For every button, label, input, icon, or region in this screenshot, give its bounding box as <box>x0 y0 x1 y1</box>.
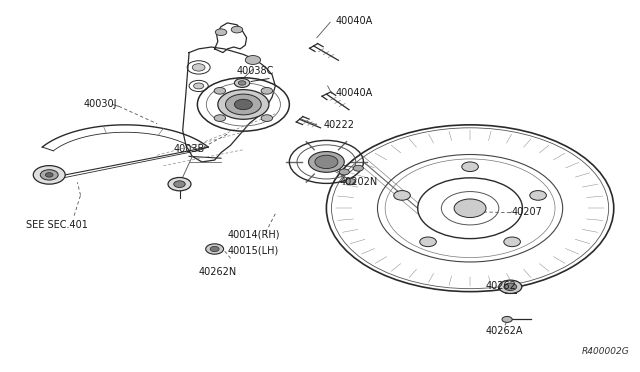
Circle shape <box>504 237 520 247</box>
Circle shape <box>33 166 65 184</box>
Circle shape <box>245 55 260 64</box>
Text: 40015(LH): 40015(LH) <box>227 246 278 256</box>
Circle shape <box>394 190 410 200</box>
Circle shape <box>214 115 226 121</box>
Circle shape <box>530 190 547 200</box>
Circle shape <box>420 237 436 247</box>
Circle shape <box>40 170 58 180</box>
Circle shape <box>261 115 273 121</box>
Text: 4003B: 4003B <box>173 144 204 154</box>
Circle shape <box>315 155 338 169</box>
Circle shape <box>346 179 356 185</box>
Circle shape <box>168 177 191 191</box>
Text: 40262N: 40262N <box>198 267 237 277</box>
Text: 40207: 40207 <box>511 207 543 217</box>
Text: SEE SEC.401: SEE SEC.401 <box>26 220 88 230</box>
Text: 40262: 40262 <box>486 281 517 291</box>
Circle shape <box>225 94 261 115</box>
Circle shape <box>192 64 205 71</box>
Text: 40030J: 40030J <box>84 99 117 109</box>
Text: 40040A: 40040A <box>336 16 373 26</box>
Text: 40202N: 40202N <box>339 177 378 187</box>
Circle shape <box>210 246 219 251</box>
Text: 40222: 40222 <box>323 120 354 130</box>
Circle shape <box>339 169 349 175</box>
Circle shape <box>308 151 344 172</box>
Text: 40262A: 40262A <box>486 326 524 336</box>
Text: 40038C: 40038C <box>237 66 275 76</box>
Circle shape <box>353 165 364 171</box>
Text: 40014(RH): 40014(RH) <box>227 230 280 240</box>
Circle shape <box>504 283 516 291</box>
Circle shape <box>193 83 204 89</box>
Circle shape <box>261 87 273 94</box>
Circle shape <box>218 90 269 119</box>
Circle shape <box>205 244 223 254</box>
Text: R400002G: R400002G <box>582 347 630 356</box>
Circle shape <box>214 87 226 94</box>
Circle shape <box>234 78 250 87</box>
Circle shape <box>215 29 227 36</box>
Circle shape <box>454 199 486 218</box>
Circle shape <box>234 99 252 110</box>
Circle shape <box>45 173 53 177</box>
Circle shape <box>499 280 522 294</box>
Circle shape <box>173 181 185 187</box>
Text: 40040A: 40040A <box>336 88 373 98</box>
Circle shape <box>502 317 512 323</box>
Circle shape <box>462 162 478 171</box>
Circle shape <box>238 81 246 85</box>
Circle shape <box>231 26 243 33</box>
